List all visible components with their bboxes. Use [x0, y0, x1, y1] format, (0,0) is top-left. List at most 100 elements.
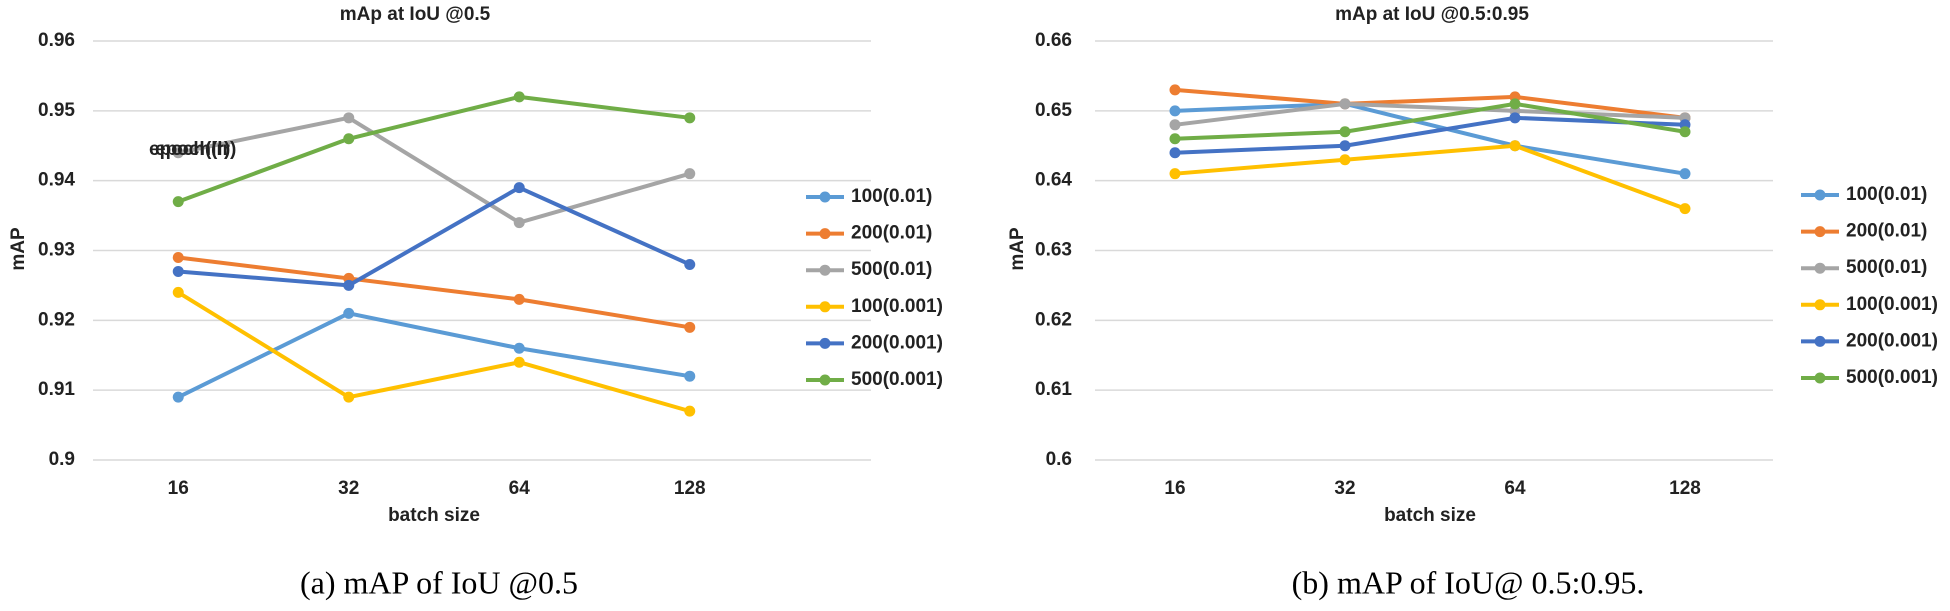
point	[513, 217, 525, 229]
x-tick-label: 128	[674, 478, 706, 499]
legend-marker	[819, 301, 831, 313]
point	[684, 168, 696, 180]
y-tick-label: 0.9	[49, 449, 75, 470]
point	[343, 112, 355, 124]
legend-label: 500(0.01)	[851, 259, 932, 280]
point	[513, 91, 525, 103]
y-tick-label: 0.94	[38, 170, 75, 191]
series-line	[177, 311, 691, 399]
series-line	[1174, 115, 1686, 155]
y-tick-label: 0.91	[38, 379, 75, 400]
legend-label: 100(0.001)	[851, 296, 943, 317]
point	[1339, 140, 1351, 152]
point	[1679, 203, 1691, 215]
legend-marker	[1814, 262, 1826, 274]
legend-marker	[819, 374, 831, 386]
point	[343, 133, 355, 145]
y-axis-label: mAP	[8, 227, 29, 271]
legend-marker	[1814, 372, 1826, 384]
y-axis-label: mAP	[1007, 227, 1028, 271]
series-line	[1174, 101, 1686, 141]
series-line	[1174, 87, 1686, 120]
legend-label: 200(0.001)	[1846, 330, 1938, 351]
legend-marker	[1814, 335, 1826, 347]
series-line	[178, 185, 691, 288]
x-axis-label: batch size	[388, 505, 480, 526]
legend-marker	[819, 228, 831, 240]
legend-label: 100(0.001)	[1846, 294, 1938, 315]
point	[1169, 119, 1181, 131]
x-tick-label: 64	[509, 478, 531, 499]
point	[1679, 168, 1691, 180]
point	[1169, 168, 1181, 180]
x-tick-label: 32	[338, 478, 359, 499]
y-tick-label: 0.92	[38, 309, 75, 330]
point	[1509, 140, 1521, 152]
legend-marker	[819, 191, 831, 203]
series-line	[1174, 101, 1686, 127]
x-tick-label: 16	[168, 478, 189, 499]
series-line	[178, 255, 691, 330]
legend-label: 500(0.001)	[1846, 367, 1938, 388]
caption: (a) mAP of IoU @0.5	[300, 564, 578, 600]
legend-title: epoch(lr)	[155, 139, 236, 160]
point	[513, 342, 525, 354]
legend-marker	[819, 337, 831, 349]
legend-marker	[1814, 226, 1826, 238]
legend-label: 500(0.001)	[851, 369, 943, 390]
point	[513, 182, 525, 194]
x-tick-label: 128	[1669, 478, 1701, 499]
legend-label: 200(0.001)	[851, 332, 943, 353]
y-tick-label: 0.66	[1035, 30, 1072, 51]
point	[1169, 133, 1181, 145]
y-tick-label: 0.6	[1046, 449, 1072, 470]
series-line	[177, 94, 690, 204]
series-line	[177, 290, 691, 414]
legend-label: 200(0.01)	[1846, 221, 1927, 242]
y-tick-label: 0.61	[1035, 379, 1072, 400]
caption: (b) mAP of IoU@ 0.5:0.95.	[1292, 564, 1645, 600]
point	[1339, 154, 1351, 166]
point	[172, 391, 184, 403]
legend-marker	[1814, 299, 1826, 311]
series-line	[1174, 143, 1686, 211]
point	[1509, 98, 1521, 110]
point	[343, 307, 355, 319]
point	[343, 279, 355, 291]
point	[172, 286, 184, 298]
point	[513, 293, 525, 305]
point	[172, 265, 184, 277]
point	[172, 251, 184, 263]
x-tick-label: 16	[1164, 478, 1185, 499]
y-tick-label: 0.65	[1035, 100, 1072, 121]
chart-title: mAp at IoU @0.5:0.95	[1335, 4, 1529, 25]
y-tick-label: 0.95	[38, 100, 75, 121]
legend-label: 200(0.01)	[851, 223, 932, 244]
point	[1679, 126, 1691, 138]
point	[684, 258, 696, 270]
legend-title: epoch(lr)	[149, 139, 230, 160]
point	[1169, 84, 1181, 96]
x-tick-label: 64	[1504, 478, 1526, 499]
point	[684, 405, 696, 417]
legend-label: 100(0.01)	[851, 186, 932, 207]
y-tick-label: 0.93	[38, 240, 75, 261]
point	[343, 391, 355, 403]
point	[513, 356, 525, 368]
legend-label: 100(0.01)	[1846, 184, 1927, 205]
x-axis-label: batch size	[1384, 505, 1476, 526]
legend-marker	[819, 264, 831, 276]
y-tick-label: 0.64	[1035, 170, 1072, 191]
series-line	[177, 115, 691, 225]
point	[1339, 98, 1351, 110]
x-tick-label: 32	[1334, 478, 1355, 499]
series-line	[1174, 101, 1686, 176]
chart-title: mAp at IoU @0.5	[340, 4, 491, 25]
point	[1169, 147, 1181, 159]
point	[172, 196, 184, 208]
y-tick-label: 0.62	[1035, 309, 1072, 330]
point	[1509, 112, 1521, 124]
legend-marker	[1814, 189, 1826, 201]
point	[1339, 126, 1351, 138]
